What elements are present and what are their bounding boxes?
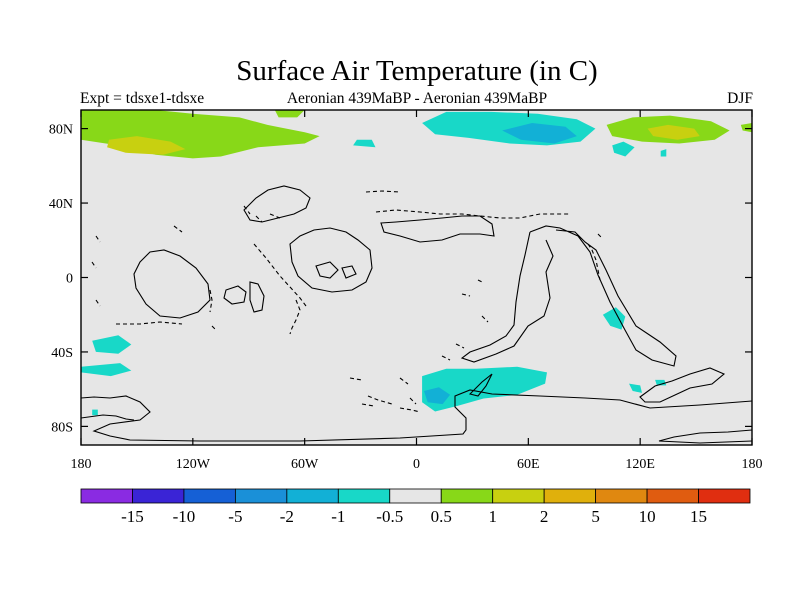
colorbar-swatch <box>492 488 545 504</box>
anomaly-arctic-east-cool <box>612 141 635 157</box>
colorbar-label: 15 <box>690 507 707 526</box>
anomaly-arctic-pacific-small-warm <box>274 110 305 118</box>
chart-title: Surface Air Temperature (in C) <box>236 55 598 87</box>
colorbar-label: -5 <box>228 507 242 526</box>
colorbar-swatch <box>183 488 236 504</box>
colorbar-swatch <box>389 488 442 504</box>
coastline-southeast-landmass <box>639 367 726 403</box>
colorbar-label: 2 <box>540 507 549 526</box>
colorbar-swatch <box>646 488 699 504</box>
dash-w <box>91 225 217 331</box>
coastline-antarctica <box>81 389 752 442</box>
anomaly-southern-west-small-cool <box>81 363 132 377</box>
anomaly-southern-far-west-small <box>92 409 98 416</box>
colorbar-label: 1 <box>488 507 497 526</box>
anomaly-arctic-east-small-warm <box>740 123 752 133</box>
dash-central <box>375 209 570 219</box>
y-tick-label: 0 <box>66 272 73 287</box>
anomaly-arctic-east-warm-core <box>647 124 700 140</box>
colorbar-label: -2 <box>280 507 294 526</box>
dash-north <box>365 190 401 193</box>
colorbar-swatch <box>595 488 648 504</box>
colorbar-swatch <box>234 488 288 504</box>
anomaly-regions <box>81 110 752 416</box>
anomaly-southern-ocean-cool-core <box>424 387 451 405</box>
x-tick-label: 120W <box>176 457 211 472</box>
anomaly-southern-ocean-cool <box>422 366 547 412</box>
coastline-central-island <box>380 215 495 243</box>
colorbar-swatch <box>698 488 751 504</box>
colorbar-label: 10 <box>639 507 656 526</box>
colorbar-swatch <box>80 488 133 504</box>
coastline-east-continent <box>529 225 677 367</box>
anomaly-southern-east-small-cool <box>629 383 642 393</box>
coastline-north-cluster-inner <box>315 261 357 279</box>
anomaly-arctic-farright-cool <box>660 149 667 157</box>
coastline-east-interior <box>460 231 554 363</box>
colorbar-label: -0.5 <box>376 507 403 526</box>
coastline-west-island <box>223 285 247 305</box>
colorbar-label: -1 <box>331 507 345 526</box>
colorbar-swatch <box>286 488 339 504</box>
x-tick-label: 0 <box>413 457 420 472</box>
coastline-west-finger <box>249 281 265 313</box>
dash-west-central <box>289 299 301 335</box>
coastline-southern-far-right <box>658 429 752 444</box>
anomaly-southern-west-cool <box>92 335 132 354</box>
colorbar-swatch <box>543 488 597 504</box>
dash-northwest <box>243 205 281 223</box>
dash-east-coast <box>587 233 603 281</box>
x-tick-label: 60W <box>291 457 319 472</box>
colorbar-label: -15 <box>121 507 144 526</box>
x-tick-label: 180 <box>742 457 763 472</box>
colorbar-label: 5 <box>591 507 600 526</box>
coastline-west-continent <box>133 249 211 319</box>
coastlines <box>81 185 752 444</box>
y-tick-label: 80N <box>49 123 73 138</box>
anomaly-arctic-center-cool-core <box>502 123 577 144</box>
period-label: Aeronian 439MaBP - Aeronian 439MaBP <box>286 90 548 107</box>
colorbar-swatch <box>440 488 494 504</box>
submerged-coastlines <box>91 190 603 413</box>
coastline-northwest-coast <box>243 185 311 223</box>
x-tick-label: 60E <box>517 457 540 472</box>
x-tick-label: 120E <box>625 457 655 472</box>
axes: 180 120W 60W 0 60E 120E 180 80N 40N 0 40S 80S <box>49 110 763 472</box>
colorbar-swatch <box>337 488 391 504</box>
coastline-southern-island <box>468 373 493 397</box>
y-tick-label: 80S <box>51 420 73 435</box>
y-tick-label: 40N <box>49 197 73 212</box>
colorbar-label: -10 <box>173 507 196 526</box>
colorbar-swatch <box>132 488 185 504</box>
colorbar-label: 0.5 <box>431 507 452 526</box>
anomaly-arctic-pacific-warm-core <box>107 136 186 155</box>
colorbar: -15 -10 -5 -2 -1 -0.5 0.5 1 2 5 10 15 <box>80 488 751 526</box>
coastline-southern-far-left <box>81 414 135 421</box>
experiment-label: Expt = tdsxe1-tdsxe <box>80 90 205 107</box>
map-background <box>81 110 752 445</box>
season-label: DJF <box>727 90 753 107</box>
dash-south-ocean <box>349 377 421 413</box>
dash-central-south <box>441 279 489 361</box>
anomaly-southern-east-cool <box>602 307 626 330</box>
coastline-north-cluster <box>289 227 373 293</box>
y-tick-label: 40S <box>51 346 73 361</box>
anomaly-arctic-north-cool <box>353 139 376 148</box>
x-tick-label: 180 <box>71 457 92 472</box>
